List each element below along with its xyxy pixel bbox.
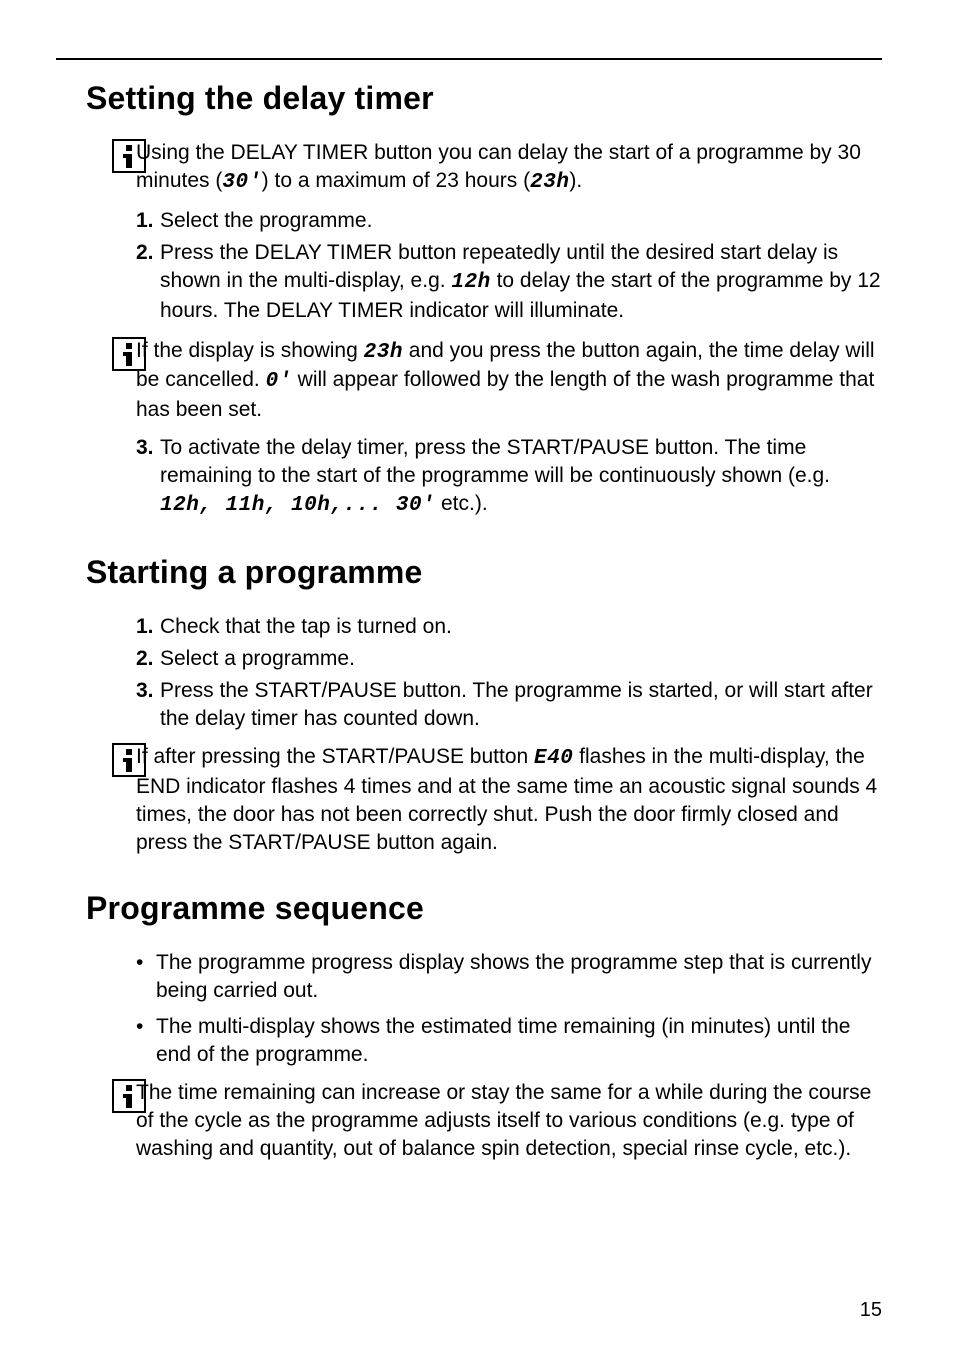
sequence-bullets: • The programme progress display shows t… [136, 949, 882, 1069]
starting-steps-block: 1. Check that the tap is turned on. 2. S… [136, 613, 882, 733]
step-item: 3. Press the START/PAUSE button. The pro… [136, 677, 882, 733]
starting-steps: 1. Check that the tap is turned on. 2. S… [136, 613, 882, 733]
display-code: E40 [534, 747, 573, 770]
step-text: Select a programme. [160, 645, 882, 673]
top-rule [56, 58, 882, 60]
step-text: Check that the tap is turned on. [160, 613, 882, 641]
display-code: 23h [530, 171, 569, 194]
info-icon [112, 139, 146, 173]
step-text: Press the START/PAUSE button. The progra… [160, 677, 882, 733]
text-fragment: If after pressing the START/PAUSE button [136, 745, 534, 768]
step-item: 1. Select the programme. [136, 207, 882, 235]
step-text: Select the programme. [160, 207, 882, 235]
sequence-note: The time remaining can increase or stay … [136, 1079, 882, 1163]
bullet-text: The multi-display shows the estimated ti… [156, 1013, 882, 1069]
step-item: 1. Check that the tap is turned on. [136, 613, 882, 641]
display-code: 12h, 11h, 10h,... 30' [160, 494, 435, 517]
page-number: 15 [860, 1299, 882, 1322]
delay-timer-step3-list: 3. To activate the delay timer, press th… [136, 434, 882, 520]
step-text: Press the DELAY TIMER button repeatedly … [160, 239, 882, 325]
step-item: 2. Select a programme. [136, 645, 882, 673]
sequence-note-block: The time remaining can increase or stay … [56, 1079, 882, 1163]
info-icon [112, 1079, 146, 1113]
text-fragment: ) to a maximum of 23 hours ( [262, 169, 530, 192]
display-code: 23h [364, 341, 403, 364]
starting-note-block: If after pressing the START/PAUSE button… [56, 743, 882, 857]
step-number: 3. [136, 434, 160, 520]
step-number: 1. [136, 207, 160, 235]
delay-timer-intro-block: Using the DELAY TIMER button you can del… [56, 139, 882, 325]
text-fragment: If the display is showing [136, 339, 364, 362]
display-code: 0' [266, 370, 292, 393]
list-item: • The programme progress display shows t… [136, 949, 882, 1005]
sequence-bullets-block: • The programme progress display shows t… [136, 949, 882, 1069]
delay-timer-note2: If the display is showing 23h and you pr… [136, 337, 882, 425]
delay-timer-steps: 1. Select the programme. 2. Press the DE… [136, 207, 882, 325]
display-code: 30' [222, 171, 261, 194]
step-item: 2. Press the DELAY TIMER button repeated… [136, 239, 882, 325]
section-title-sequence: Programme sequence [86, 890, 882, 927]
step-text: To activate the delay timer, press the S… [160, 434, 882, 520]
delay-timer-note2-block: If the display is showing 23h and you pr… [56, 337, 882, 521]
step-number: 2. [136, 239, 160, 325]
starting-note: If after pressing the START/PAUSE button… [136, 743, 882, 857]
step-number: 2. [136, 645, 160, 673]
list-item: • The multi-display shows the estimated … [136, 1013, 882, 1069]
text-fragment: etc.). [435, 492, 488, 515]
bullet-dot: • [136, 949, 156, 1005]
info-icon [112, 337, 146, 371]
bullet-text: The programme progress display shows the… [156, 949, 882, 1005]
manual-page: Setting the delay timer Using the DELAY … [0, 0, 954, 1352]
text-fragment: To activate the delay timer, press the S… [160, 436, 830, 487]
step-item: 3. To activate the delay timer, press th… [136, 434, 882, 520]
text-fragment: ). [569, 169, 582, 192]
step-number: 3. [136, 677, 160, 733]
step-number: 1. [136, 613, 160, 641]
section-title-starting: Starting a programme [86, 554, 882, 591]
display-code: 12h [451, 271, 490, 294]
delay-timer-intro: Using the DELAY TIMER button you can del… [136, 139, 882, 197]
info-icon [112, 743, 146, 777]
bullet-dot: • [136, 1013, 156, 1069]
section-title-delay-timer: Setting the delay timer [86, 80, 882, 117]
